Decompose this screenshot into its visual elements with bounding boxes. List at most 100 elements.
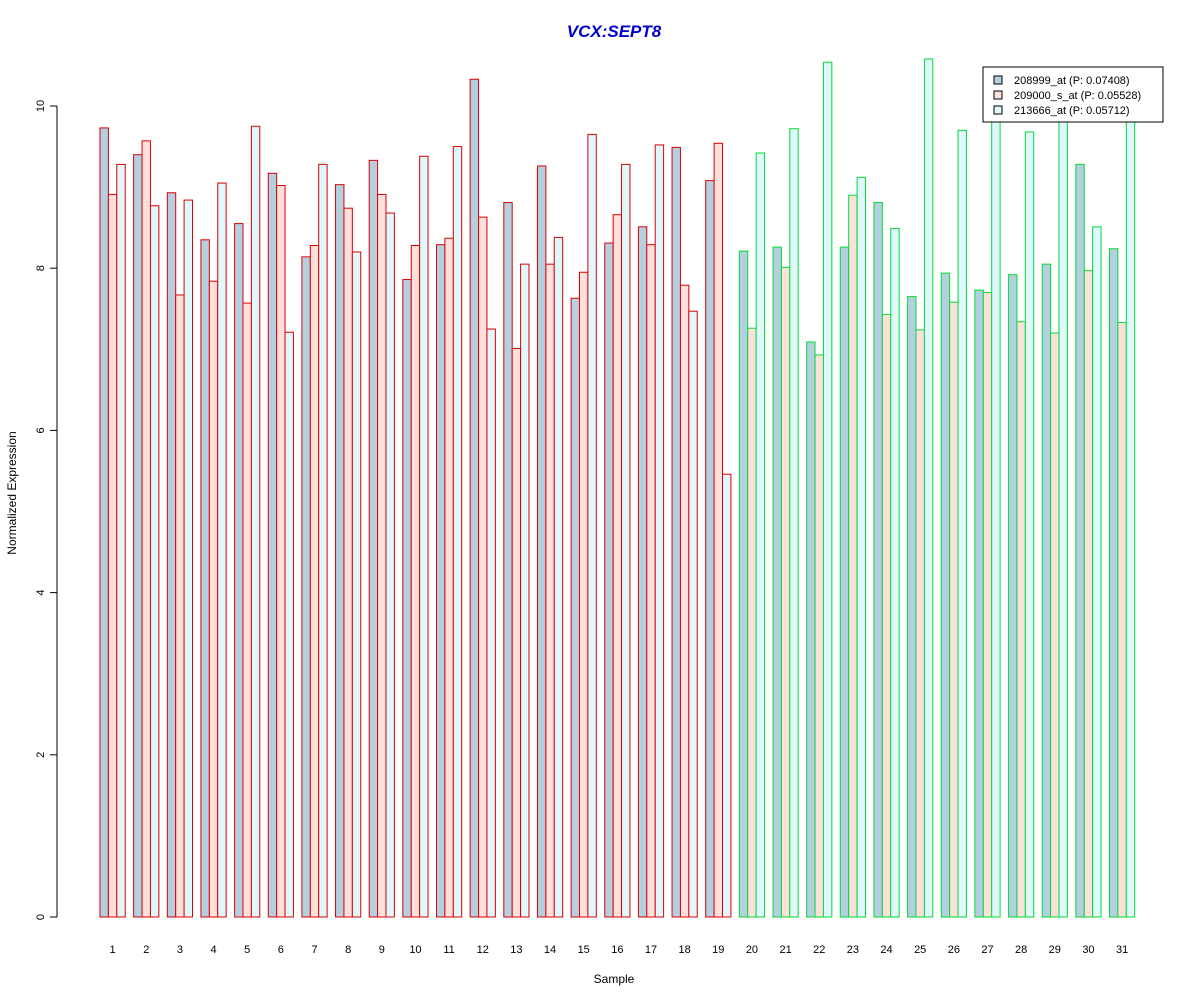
bar: [688, 310, 698, 918]
bar: [99, 127, 109, 918]
bar: [385, 212, 395, 918]
bar: [654, 144, 665, 918]
bar: [478, 216, 488, 918]
bar: [873, 202, 883, 918]
bar: [755, 152, 766, 918]
bar: [570, 297, 580, 918]
bar: [343, 207, 353, 918]
bar: [208, 280, 219, 918]
bar: [309, 244, 320, 918]
bar: [856, 176, 866, 918]
x-tick-label: 2: [143, 944, 149, 956]
bar: [612, 214, 623, 918]
x-axis-label: Sample: [594, 972, 635, 986]
bar: [1050, 332, 1060, 918]
bar: [637, 226, 648, 918]
bar: [806, 341, 816, 918]
x-tick-label: 7: [311, 944, 317, 956]
bar: [545, 263, 555, 918]
bar: [1075, 163, 1085, 918]
bar: [419, 155, 429, 918]
x-tick-label: 11: [443, 944, 454, 956]
bar: [1058, 117, 1068, 918]
legend-entry-label: 208999_at (P: 0.07408): [1014, 75, 1130, 87]
x-tick-label: 29: [1049, 944, 1061, 956]
bar: [107, 193, 118, 918]
x-tick-label: 30: [1082, 944, 1094, 956]
bar: [1125, 117, 1136, 918]
bar: [915, 329, 925, 918]
bar: [318, 163, 328, 918]
bar: [881, 313, 892, 918]
bar: [166, 192, 177, 918]
x-tick-label: 5: [244, 944, 250, 956]
bar: [250, 125, 261, 918]
bar: [234, 223, 244, 918]
bar: [217, 182, 227, 918]
bar: [772, 246, 782, 918]
bar: [410, 244, 421, 918]
legend-swatch: [993, 105, 1003, 115]
y-axis: 0 2 4 6 8 10: [35, 100, 58, 920]
legend-entry-label: 209000_s_at (P: 0.05528): [1014, 90, 1141, 102]
bar: [949, 301, 959, 918]
x-tick-label: 13: [510, 944, 522, 956]
bars: [99, 58, 1136, 918]
bar: [1024, 131, 1035, 918]
bar: [402, 279, 412, 918]
bar: [780, 266, 791, 918]
x-tick-label: 1: [110, 944, 116, 956]
bar: [301, 256, 311, 918]
bar: [503, 202, 513, 918]
x-tick-label: 28: [1015, 944, 1027, 956]
bar: [957, 129, 967, 918]
x-tick-label: 24: [880, 944, 892, 956]
bar: [553, 236, 564, 918]
x-tick-label: 31: [1116, 944, 1128, 956]
bar: [116, 163, 126, 918]
legend-swatch: [993, 75, 1003, 85]
x-tick-label: 21: [779, 944, 791, 956]
bar: [587, 133, 597, 918]
y-tick-label: 8: [35, 265, 47, 271]
y-tick-label: 10: [35, 100, 47, 112]
bar: [991, 117, 1001, 918]
bar: [175, 294, 185, 918]
y-tick-label: 6: [35, 427, 47, 433]
x-tick-label: 14: [544, 944, 556, 956]
bar: [747, 327, 757, 918]
y-tick-label: 4: [35, 590, 47, 596]
bar: [713, 142, 723, 918]
bar: [335, 184, 345, 918]
x-tick-label: 15: [578, 944, 590, 956]
bar: [149, 205, 160, 918]
x-tick-label: 9: [379, 944, 385, 956]
bar: [511, 347, 522, 918]
x-tick-label: 25: [914, 944, 926, 956]
bar: [814, 354, 824, 918]
x-tick-label: 16: [611, 944, 623, 956]
y-axis-label: Normalized Expression: [5, 431, 19, 554]
bar: [368, 159, 379, 918]
x-tick-label: 12: [477, 944, 489, 956]
bar: [1016, 321, 1026, 918]
bar: [267, 172, 278, 918]
bar: [1041, 263, 1052, 918]
y-tick-label: 2: [35, 752, 47, 758]
bar: [974, 289, 984, 918]
bar: [1083, 270, 1094, 918]
bar: [1117, 322, 1127, 918]
bar: [520, 263, 530, 918]
x-tick-label: 6: [278, 944, 284, 956]
bar: [839, 246, 850, 918]
bar: [242, 302, 252, 918]
bar: [923, 58, 934, 918]
legend: 208999_at (P: 0.07408) 209000_s_at (P: 0.…: [982, 66, 1164, 123]
bar: [133, 154, 143, 918]
bar: [705, 180, 715, 918]
x-tick-label: 4: [210, 944, 216, 956]
bar: [276, 184, 286, 918]
y-tick-label: 0: [35, 914, 47, 920]
bar: [1008, 274, 1018, 918]
x-tick-label: 18: [679, 944, 691, 956]
